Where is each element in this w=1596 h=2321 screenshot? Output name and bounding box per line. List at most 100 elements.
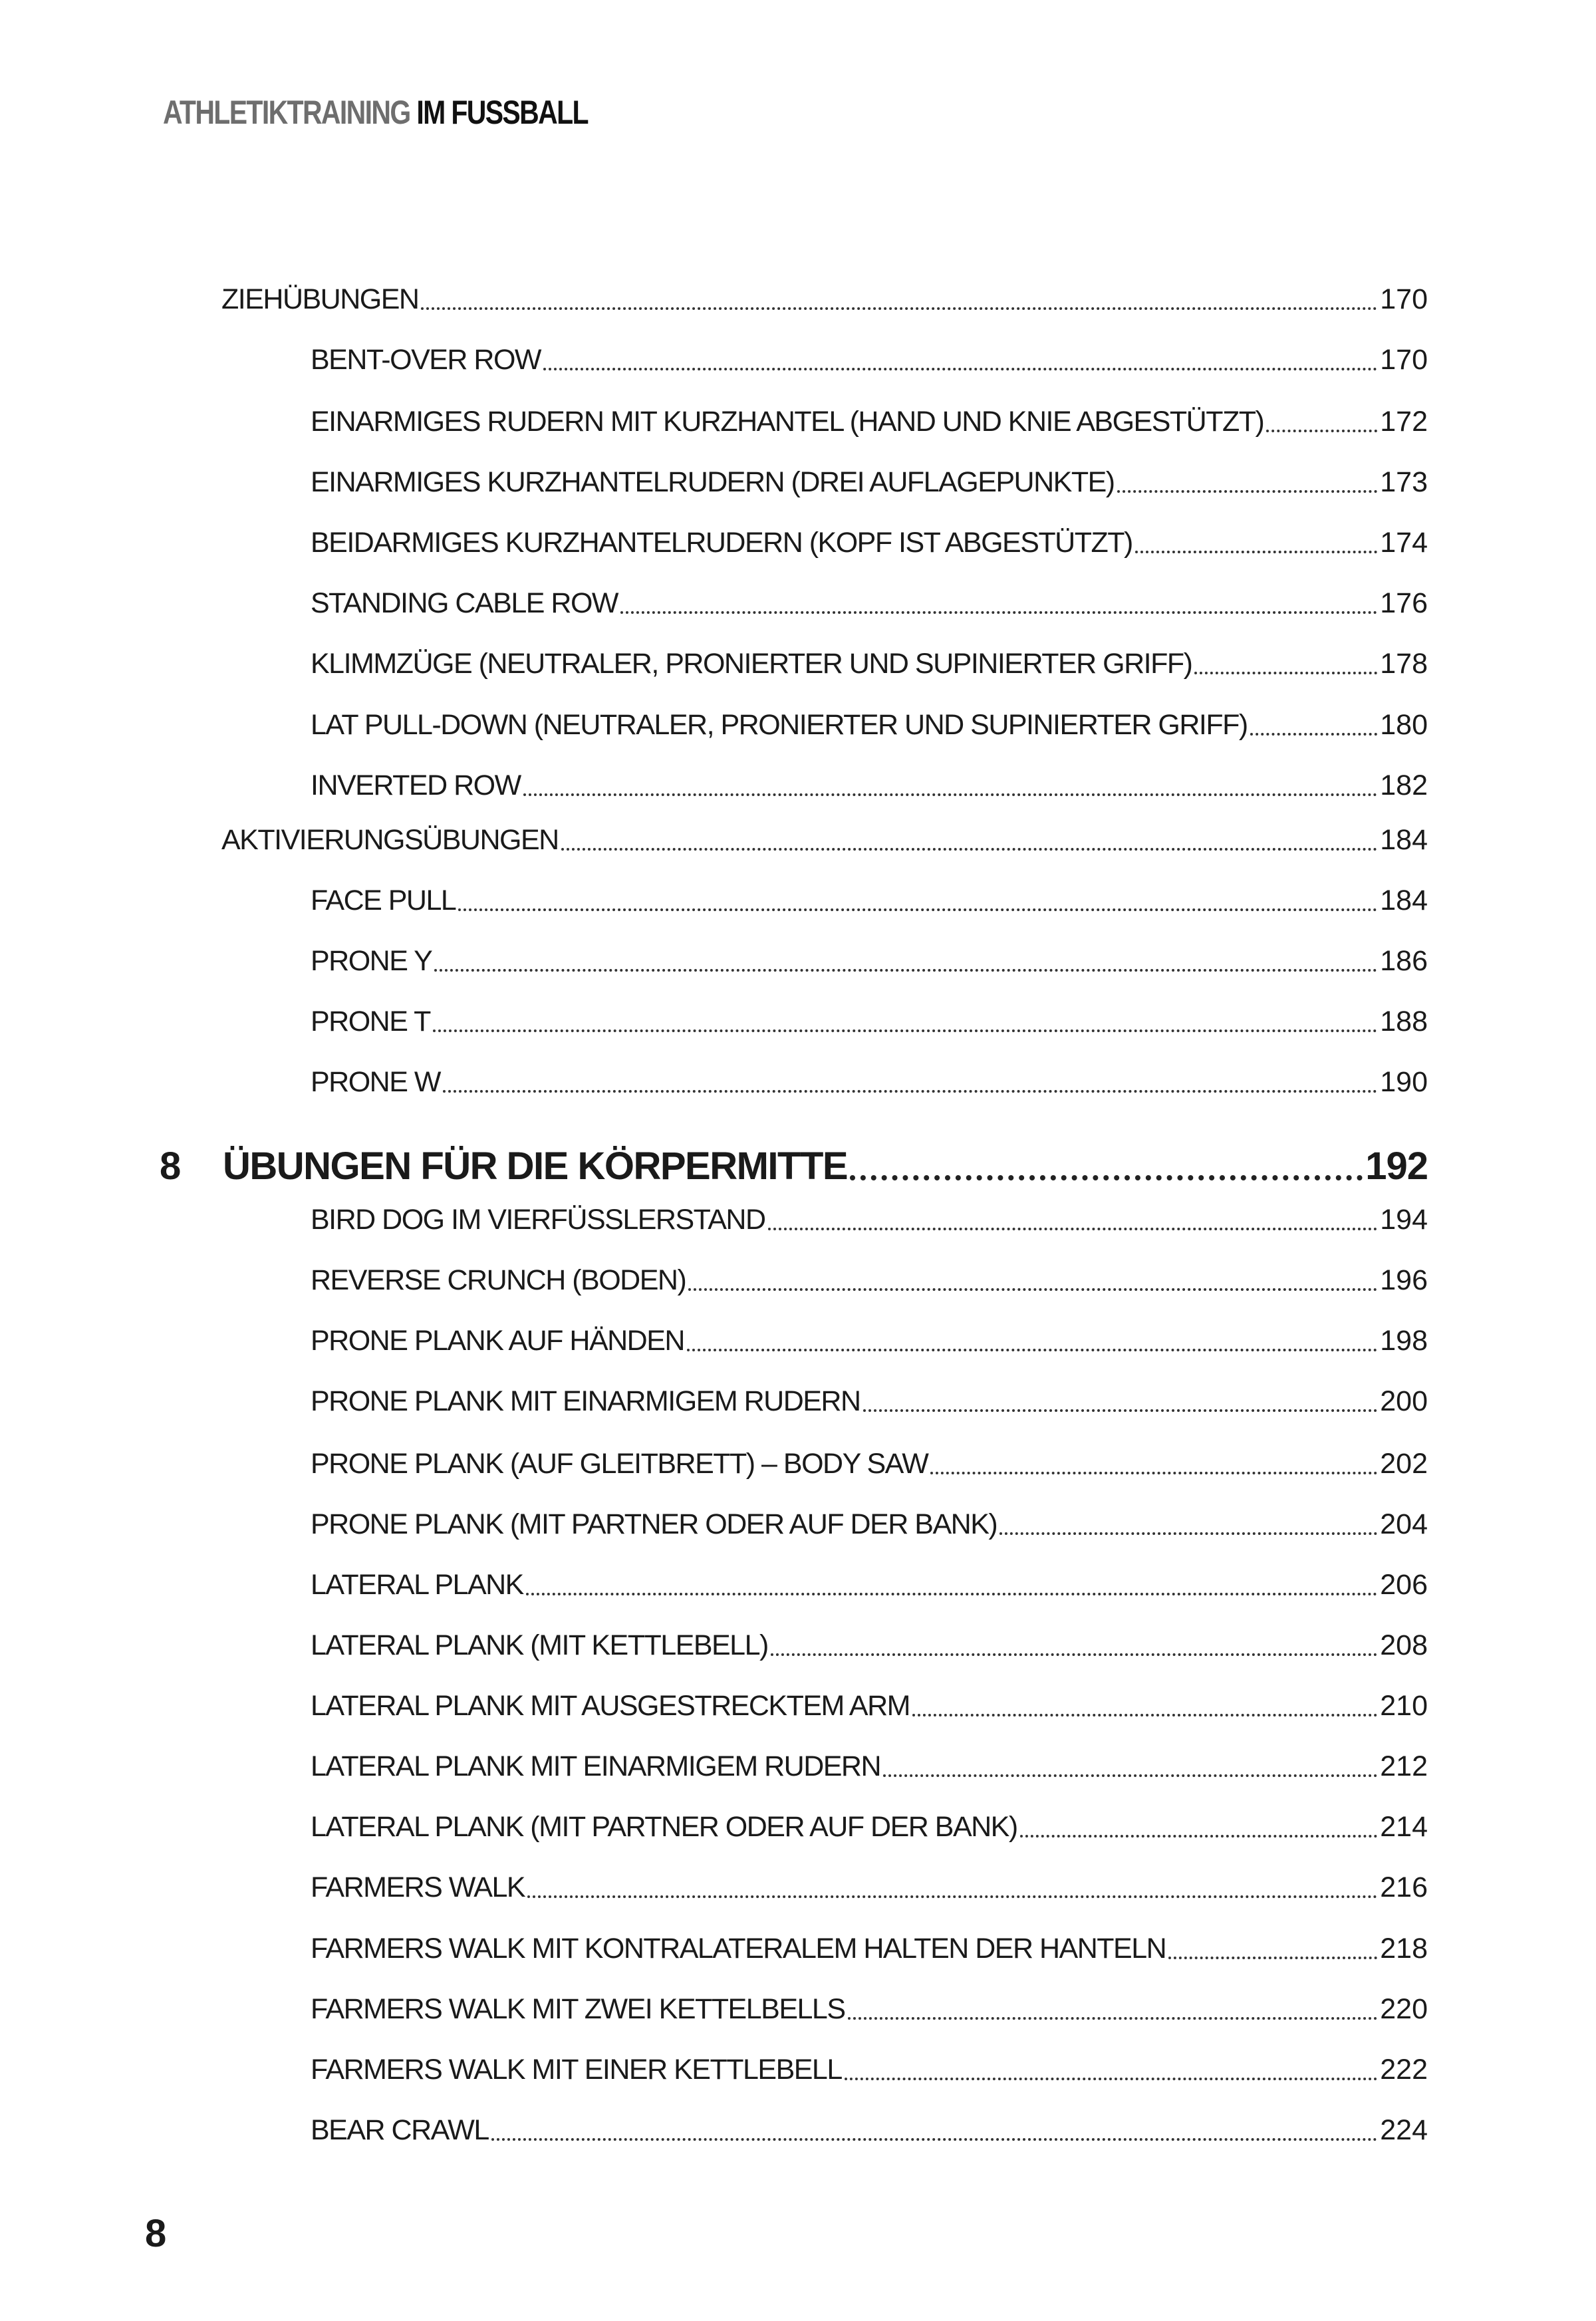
entry-title: EINARMIGES RUDERN MIT KURZHANTEL (HAND U… [311,406,1265,438]
entry-title: FARMERS WALK MIT ZWEI KETTELBELLS [311,1993,846,2025]
toc-entry: BEAR CRAWL 224 [311,2112,1428,2149]
entry-title: FACE PULL [311,885,457,916]
toc-entry: FARMERS WALK 216 [311,1869,1428,1906]
entry-title: INVERTED ROW [311,769,521,801]
entry-page: 186 [1380,945,1428,977]
entry-title: REVERSE CRUNCH (BODEN) [311,1264,687,1296]
entry-title: PRONE PLANK MIT EINARMIGEM RUDERN [311,1385,861,1417]
toc-entry: ZIEHÜBUNGEN 170 [221,281,1428,318]
entry-title: LATERAL PLANK (MIT KETTLEBELL) [311,1629,769,1661]
toc-entry: KLIMMZÜGE (NEUTRALER, PRONIERTER UND SUP… [311,645,1428,682]
dot-leader [912,1714,1378,1716]
entry-page: 188 [1380,1006,1428,1037]
dot-leader [767,1228,1378,1230]
dot-leader [561,848,1378,851]
entry-title: PRONE W [311,1066,441,1098]
entry-page: 173 [1380,466,1428,498]
dot-leader [863,1409,1378,1412]
toc-entry: LATERAL PLANK MIT AUSGESTRECKTEM ARM 210 [311,1687,1428,1724]
toc-entry: BEIDARMIGES KURZHANTELRUDERN (KOPF IST A… [311,524,1428,561]
toc-entry: LATERAL PLANK (MIT PARTNER ODER AUF DER … [311,1808,1428,1845]
toc-entry: LATERAL PLANK 206 [311,1566,1428,1603]
dot-leader [1117,490,1378,493]
toc-entry: FARMERS WALK MIT EINER KETTLEBELL 222 [311,2051,1428,2088]
entry-title: FARMERS WALK MIT KONTRALATERALEM HALTEN … [311,1933,1167,1965]
entry-page: 176 [1380,587,1428,619]
entry-page: 202 [1380,1448,1428,1480]
entry-title: LATERAL PLANK [311,1569,524,1601]
dot-leader [442,1090,1378,1093]
entry-title: LATERAL PLANK (MIT PARTNER ODER AUF DER … [311,1811,1018,1843]
dot-leader [999,1532,1378,1535]
entry-page: 172 [1380,406,1428,438]
entry-page: 190 [1380,1066,1428,1098]
dot-leader [1194,672,1378,674]
entry-title: BEAR CRAWL [311,2114,489,2146]
toc-entry: PRONE T 188 [311,1003,1428,1040]
entry-page: 184 [1380,824,1428,856]
dot-leader [1266,430,1378,432]
entry-page: 178 [1380,648,1428,680]
dot-leader [1168,1957,1378,1959]
toc-entry: FARMERS WALK MIT KONTRALATERALEM HALTEN … [311,1930,1428,1967]
dot-leader [434,969,1378,972]
dot-leader [688,1288,1378,1291]
toc-entry: EINARMIGES RUDERN MIT KURZHANTEL (HAND U… [311,403,1428,440]
entry-page: 208 [1380,1629,1428,1661]
entry-title: AKTIVIERUNGSÜBUNGEN [221,824,559,856]
chapter-number: 8 [160,1145,181,1188]
dot-leader [458,908,1378,911]
dot-leader [491,2138,1378,2141]
dot-leader [1134,551,1378,553]
entry-title: PRONE PLANK AUF HÄNDEN [311,1325,685,1357]
entry-page: 220 [1380,1993,1428,2025]
entry-title: LATERAL PLANK MIT AUSGESTRECKTEM ARM [311,1690,911,1722]
toc-entry: PRONE PLANK MIT EINARMIGEM RUDERN 200 [311,1383,1428,1420]
entry-page: 182 [1380,769,1428,801]
toc-entry: INVERTED ROW 182 [311,767,1428,804]
dot-leader [1019,1835,1378,1838]
entry-title: FARMERS WALK MIT EINER KETTLEBELL [311,2054,843,2086]
entry-title: PRONE PLANK (MIT PARTNER ODER AUF DER BA… [311,1508,998,1540]
dot-leader [850,1175,1363,1180]
entry-title: STANDING CABLE ROW [311,587,618,619]
toc-entry: AKTIVIERUNGSÜBUNGEN 184 [221,821,1428,859]
entry-page: 222 [1380,2054,1428,2086]
toc-entry: PRONE PLANK (MIT PARTNER ODER AUF DER BA… [311,1506,1428,1543]
entry-title: BEIDARMIGES KURZHANTELRUDERN (KOPF IST A… [311,527,1133,559]
entry-page: 198 [1380,1325,1428,1357]
dot-leader [930,1472,1378,1474]
toc-entry: LATERAL PLANK (MIT KETTLEBELL) 208 [311,1627,1428,1664]
dot-leader [421,307,1378,310]
toc-entry: LATERAL PLANK MIT EINARMIGEM RUDERN 212 [311,1748,1428,1785]
entry-title: KLIMMZÜGE (NEUTRALER, PRONIERTER UND SUP… [311,648,1193,680]
toc-chapter-entry: 8 ÜBUNGEN FÜR DIE KÖRPERMITTE 192 [160,1143,1428,1190]
entry-title: PRONE PLANK (AUF GLEITBRETT) – BODY SAW [311,1448,929,1480]
dot-leader [432,1029,1378,1032]
entry-title: EINARMIGES KURZHANTELRUDERN (DREI AUFLAG… [311,466,1115,498]
toc-entry: BIRD DOG IM VIERFÜSSLERSTAND 194 [311,1201,1428,1238]
entry-title: FARMERS WALK [311,1871,526,1903]
entry-page: 218 [1380,1933,1428,1965]
header-title-part2: IM FUSSBALL [416,94,589,131]
entry-title: BENT-OVER ROW [311,344,542,376]
dot-leader [686,1349,1378,1351]
dot-leader [620,611,1378,614]
dot-leader [883,1774,1378,1777]
entry-page: 184 [1380,885,1428,916]
toc-entry: PRONE PLANK (AUF GLEITBRETT) – BODY SAW 2… [311,1445,1428,1482]
entry-page: 200 [1380,1385,1428,1417]
entry-title: ÜBUNGEN FÜR DIE KÖRPERMITTE [223,1145,849,1188]
entry-page: 170 [1380,344,1428,376]
toc-entry: EINARMIGES KURZHANTELRUDERN (DREI AUFLAG… [311,464,1428,501]
dot-leader [523,793,1378,796]
entry-page: 216 [1380,1871,1428,1903]
entry-page: 212 [1380,1750,1428,1782]
dot-leader [844,2078,1378,2080]
entry-title: PRONE Y [311,945,433,977]
toc-entry: PRONE W 190 [311,1063,1428,1101]
toc-entry: FARMERS WALK MIT ZWEI KETTELBELLS 220 [311,1990,1428,2028]
toc-entry: FACE PULL 184 [311,882,1428,919]
dot-leader [1250,733,1378,736]
entry-page: 196 [1380,1264,1428,1296]
